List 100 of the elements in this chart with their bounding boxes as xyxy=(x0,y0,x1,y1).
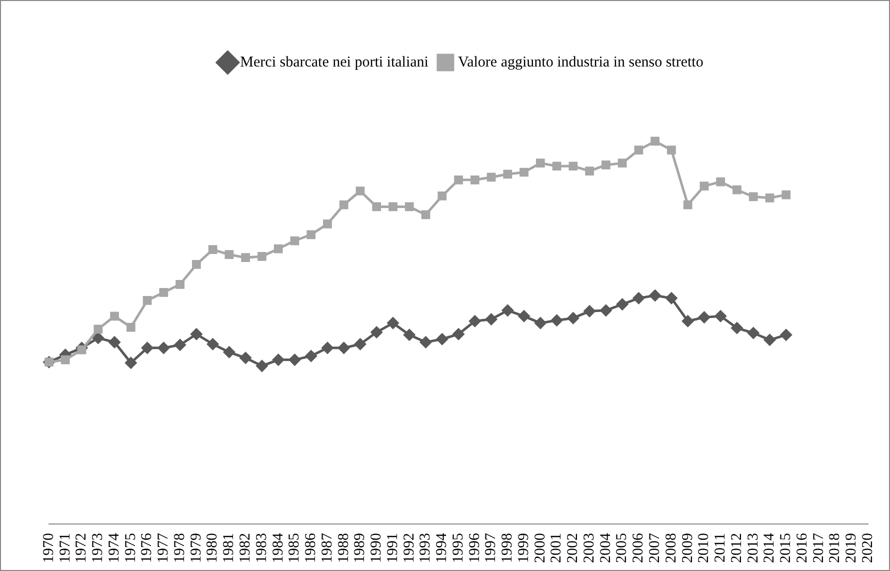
x-tick-label: 2010 xyxy=(696,533,712,563)
point xyxy=(616,298,628,310)
x-tick-label: 2008 xyxy=(663,533,680,563)
x-tick-label: 1986 xyxy=(303,532,320,563)
point xyxy=(698,312,710,324)
point xyxy=(731,322,743,334)
point xyxy=(683,200,692,210)
x-tick-label: 1990 xyxy=(368,533,385,563)
x-tick-label: 1972 xyxy=(74,533,90,563)
x-tick-label: 2007 xyxy=(646,532,663,563)
point xyxy=(223,346,235,358)
x-tick-label: 1982 xyxy=(237,533,254,563)
x-tick-label: 2019 xyxy=(844,533,860,563)
point xyxy=(436,333,448,345)
point xyxy=(354,338,366,350)
point xyxy=(650,136,660,146)
point xyxy=(601,160,610,170)
point xyxy=(765,193,774,202)
point xyxy=(190,328,202,340)
point xyxy=(732,185,742,194)
x-tick-label: 2000 xyxy=(532,533,548,563)
x-tick-label: 1995 xyxy=(450,533,466,563)
point xyxy=(176,280,184,289)
x-tick-label: 1988 xyxy=(336,533,352,563)
x-tick-label: 2004 xyxy=(598,532,614,563)
x-tick-label: 1983 xyxy=(254,533,270,563)
point xyxy=(486,172,496,182)
point xyxy=(469,315,481,327)
x-tick-label: 1992 xyxy=(401,533,418,563)
point xyxy=(518,310,530,322)
x-tick-label: 1978 xyxy=(172,533,188,563)
point xyxy=(534,317,546,329)
point xyxy=(700,182,709,190)
point xyxy=(632,292,644,304)
point xyxy=(585,166,594,176)
point xyxy=(94,324,103,334)
x-tick-label: 1999 xyxy=(516,533,532,563)
x-tick-label: 1991 xyxy=(384,533,401,563)
x-tick-label: 1979 xyxy=(188,533,204,563)
point xyxy=(438,192,447,200)
point xyxy=(568,162,578,171)
point xyxy=(338,342,350,354)
point xyxy=(667,146,676,154)
x-tick-label: 1973 xyxy=(90,533,106,563)
point xyxy=(404,329,416,341)
x-tick-label: 2006 xyxy=(630,532,647,563)
point xyxy=(452,328,464,340)
x-tick-label: 1998 xyxy=(500,533,516,563)
point xyxy=(60,355,70,364)
point xyxy=(454,175,463,184)
point xyxy=(241,253,250,262)
point xyxy=(272,354,284,366)
x-tick-label: 2013 xyxy=(745,533,762,563)
point xyxy=(258,252,266,261)
point xyxy=(420,336,432,348)
point xyxy=(322,342,334,354)
x-tick-label: 1970 xyxy=(40,533,57,563)
point xyxy=(142,296,152,305)
point xyxy=(780,329,792,341)
point xyxy=(356,186,365,196)
point xyxy=(306,230,316,240)
point xyxy=(551,314,563,326)
point xyxy=(486,313,498,325)
point xyxy=(536,158,545,168)
x-tick-label: 1994 xyxy=(434,532,450,563)
x-tick-label: 2011 xyxy=(712,533,729,562)
x-tick-label: 1985 xyxy=(286,533,303,563)
point xyxy=(503,170,512,179)
x-tick-label: 2015 xyxy=(778,533,794,563)
point xyxy=(649,290,661,302)
point xyxy=(274,244,283,254)
point xyxy=(584,305,596,317)
point xyxy=(256,360,268,372)
point xyxy=(240,352,252,364)
point xyxy=(125,357,137,369)
x-tick-label: 2016 xyxy=(794,532,810,563)
x-tick-label: 1997 xyxy=(483,532,500,563)
point xyxy=(208,245,218,254)
x-tick-label: 2020 xyxy=(860,533,876,563)
point xyxy=(159,288,168,297)
legend-label: Merci sbarcate nei porti italiani xyxy=(240,54,428,70)
x-tick-label: 1974 xyxy=(106,532,122,563)
point xyxy=(192,260,201,269)
point xyxy=(714,310,726,322)
x-tick-label: 2018 xyxy=(827,533,844,563)
point xyxy=(782,190,791,200)
point xyxy=(158,342,170,354)
x-tick-label: 1993 xyxy=(418,533,434,563)
x-tick-label: 1984 xyxy=(270,532,286,563)
point xyxy=(305,350,317,362)
point xyxy=(126,322,136,332)
x-tick-label: 2009 xyxy=(680,533,696,563)
x-tick-label: 2003 xyxy=(581,533,598,563)
point xyxy=(682,315,694,327)
x-tick-label: 2012 xyxy=(728,533,745,563)
point xyxy=(290,236,300,246)
x-tick-label: 1971 xyxy=(57,533,74,563)
point xyxy=(567,312,579,324)
point xyxy=(370,326,382,338)
point xyxy=(288,354,300,366)
